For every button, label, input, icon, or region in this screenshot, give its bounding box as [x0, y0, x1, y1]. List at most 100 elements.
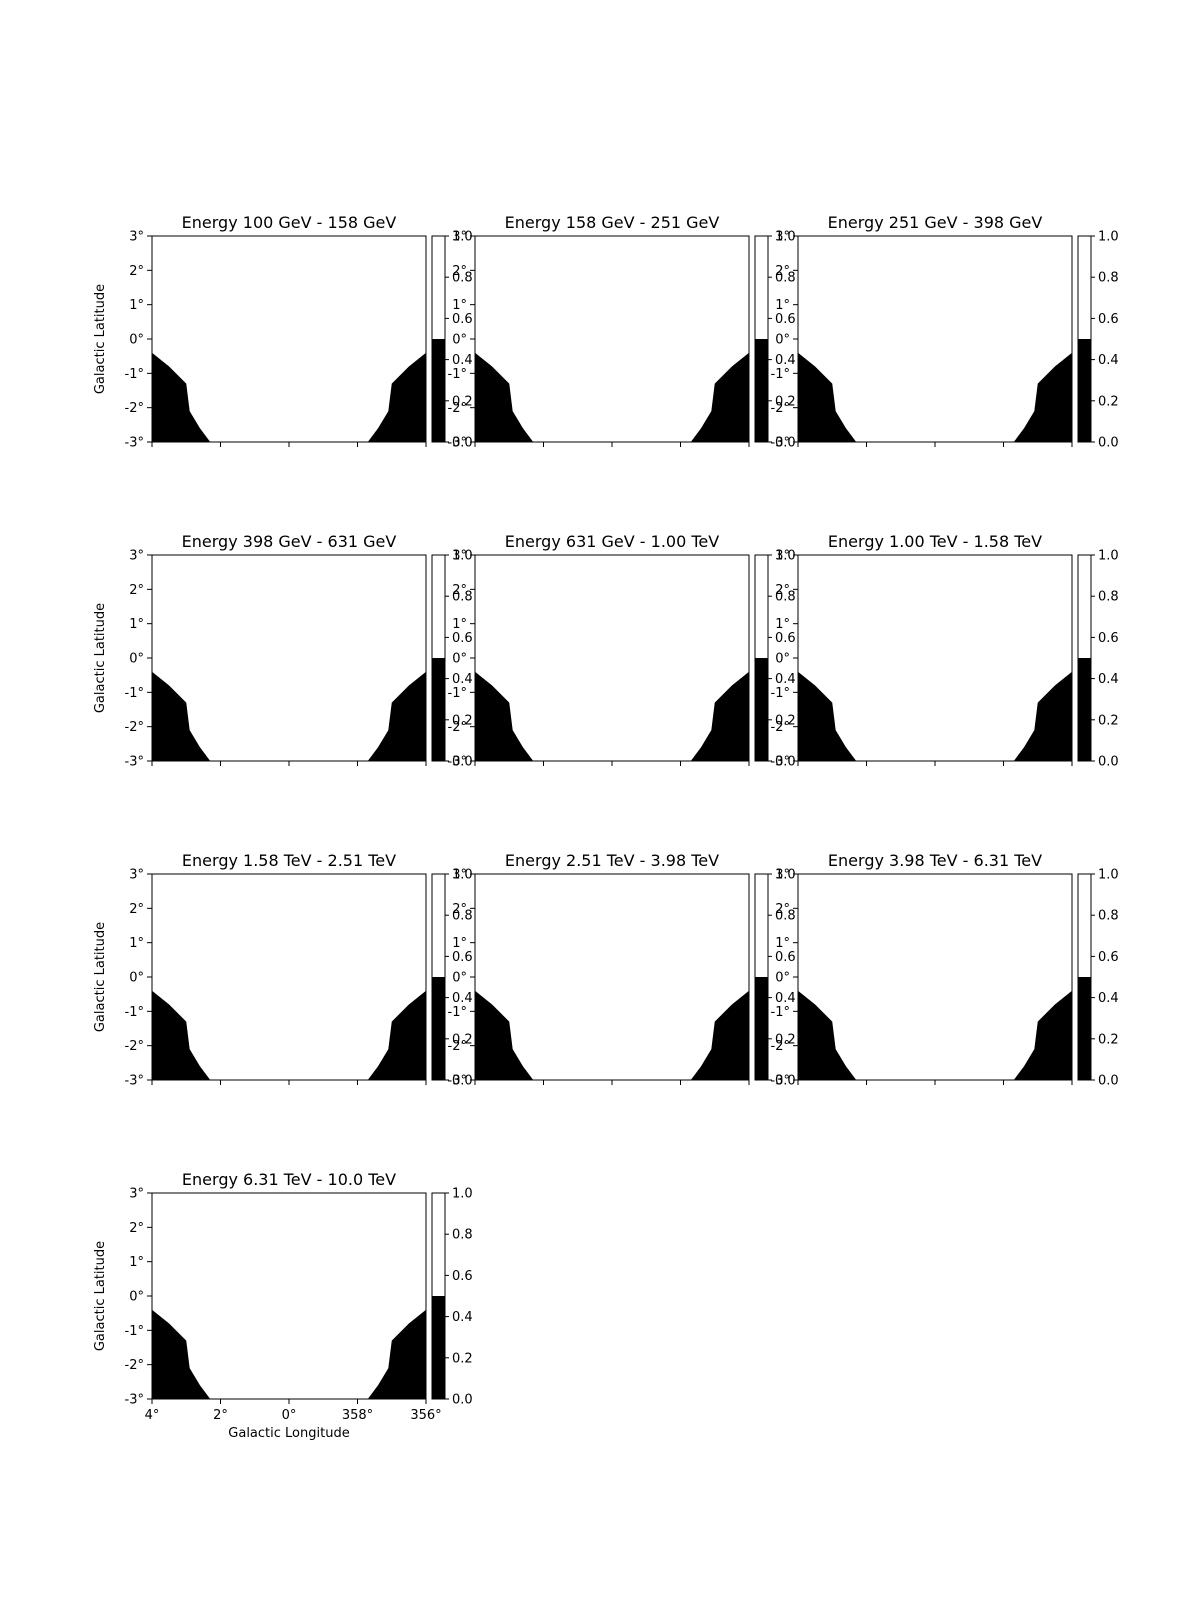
y-tick-label: 3°	[452, 230, 467, 245]
colorbar-tick-label: 1.0	[1098, 549, 1119, 564]
y-tick-label: 2°	[775, 264, 790, 279]
colorbar-tick-label: 1.0	[452, 549, 473, 564]
colorbar-tick-label: 0.6	[452, 1269, 473, 1284]
panel-title: Energy 398 GeV - 631 GeV	[182, 532, 397, 551]
panel-title: Energy 251 GeV - 398 GeV	[828, 213, 1043, 232]
colorbar-tick-label: 0.0	[775, 755, 796, 770]
x-tick-label: 4°	[145, 1408, 160, 1423]
y-tick-label: -2°	[448, 720, 467, 735]
colorbar-tick-label: 1.0	[775, 868, 796, 883]
y-tick-label: 3°	[452, 549, 467, 564]
colorbar-upper	[755, 236, 768, 339]
panel-title: Energy 6.31 TeV - 10.0 TeV	[182, 1170, 396, 1189]
colorbar-tick-label: 0.2	[452, 394, 473, 409]
panel-title: Energy 1.58 TeV - 2.51 TeV	[182, 851, 396, 870]
colorbar-tick-label: 0.6	[452, 631, 473, 646]
y-tick-label: 1°	[775, 936, 790, 951]
plot-area	[798, 555, 1072, 761]
colorbar-upper	[1078, 555, 1091, 658]
y-tick-label: -1°	[125, 686, 144, 701]
colorbar-tick-label: 0.2	[1098, 394, 1119, 409]
y-tick-label: -1°	[771, 1005, 790, 1020]
y-tick-label: 0°	[775, 333, 790, 348]
y-tick-label: 2°	[775, 583, 790, 598]
mask-region-left	[475, 671, 544, 761]
y-tick-label: 0°	[129, 333, 144, 348]
colorbar-lower	[432, 658, 445, 761]
colorbar-lower	[1078, 658, 1091, 761]
y-tick-label: -1°	[448, 367, 467, 382]
panel-title: Energy 631 GeV - 1.00 TeV	[505, 532, 719, 551]
y-tick-label: -3°	[771, 755, 790, 770]
y-tick-label: -1°	[448, 1005, 467, 1020]
mask-region-left	[475, 352, 544, 442]
colorbar-upper	[432, 555, 445, 658]
colorbar-tick-label: 0.4	[452, 1310, 473, 1325]
mask-region-right	[357, 1309, 426, 1399]
y-tick-label: 3°	[129, 1187, 144, 1202]
y-tick-label: 1°	[129, 298, 144, 313]
y-tick-label: -3°	[125, 1393, 144, 1408]
colorbar-tick-label: 0.0	[452, 755, 473, 770]
colorbar-frame	[1077, 554, 1092, 762]
panel-10: Energy 6.31 TeV - 10.0 TeV 3° 2° 1° 0° -1° -2°…	[93, 1170, 473, 1441]
colorbar-frame	[431, 235, 446, 443]
y-tick-label: 3°	[775, 549, 790, 564]
colorbar-tick-label: 1.0	[1098, 230, 1119, 245]
colorbar-upper	[432, 236, 445, 339]
colorbar-tick-label: 0.0	[452, 1393, 473, 1408]
y-tick-label: 0°	[452, 971, 467, 986]
y-axis-label: Galactic Latitude	[93, 603, 108, 713]
y-tick-label: -1°	[448, 686, 467, 701]
mask-region-right	[680, 352, 749, 442]
x-axis-label: Galactic Longitude	[228, 1426, 349, 1441]
panel-2: Energy 158 GeV - 251 GeV 3° 2° 1° 0° -1° -2° -3…	[448, 213, 796, 451]
colorbar-frame	[754, 873, 769, 1081]
y-tick-label: 3°	[452, 868, 467, 883]
colorbar-tick-label: 0.6	[452, 950, 473, 965]
y-tick-label: -3°	[448, 436, 467, 451]
y-tick-label: 0°	[129, 1290, 144, 1305]
colorbar-tick-label: 0.2	[775, 1032, 796, 1047]
mask-region-right	[1003, 352, 1072, 442]
colorbar-tick-label: 0.8	[452, 909, 473, 924]
colorbar-tick-label: 0.6	[775, 631, 796, 646]
plot-area	[152, 236, 426, 442]
colorbar-tick-label: 0.2	[1098, 713, 1119, 728]
plot-area	[152, 555, 426, 761]
colorbar-tick-label: 0.6	[1098, 312, 1119, 327]
colorbar-tick-label: 0.2	[775, 394, 796, 409]
y-tick-label: 2°	[129, 583, 144, 598]
colorbar-lower	[432, 977, 445, 1080]
colorbar-tick-label: 0.6	[775, 312, 796, 327]
y-tick-label: 1°	[775, 298, 790, 313]
mask-region-right	[357, 671, 426, 761]
colorbar-tick-label: 0.4	[452, 353, 473, 368]
y-tick-label: -3°	[448, 1074, 467, 1089]
y-tick-label: -3°	[771, 1074, 790, 1089]
y-tick-label: 0°	[129, 652, 144, 667]
mask-region-right	[357, 990, 426, 1080]
colorbar-tick-label: 0.4	[452, 672, 473, 687]
y-tick-label: -1°	[771, 686, 790, 701]
plot-area	[798, 874, 1072, 1080]
colorbar-tick-label: 0.8	[1098, 909, 1119, 924]
y-tick-label: -2°	[125, 720, 144, 735]
colorbar-tick-label: 1.0	[452, 868, 473, 883]
panel-title: Energy 2.51 TeV - 3.98 TeV	[505, 851, 719, 870]
colorbar-tick-label: 1.0	[775, 549, 796, 564]
colorbar-frame	[431, 554, 446, 762]
colorbar-frame	[754, 554, 769, 762]
plot-area	[152, 1193, 426, 1399]
colorbar-tick-label: 0.8	[1098, 590, 1119, 605]
y-tick-label: 3°	[129, 868, 144, 883]
colorbar-lower	[1078, 339, 1091, 442]
colorbar-tick-label: 1.0	[452, 230, 473, 245]
colorbar-upper	[1078, 236, 1091, 339]
y-tick-label: 3°	[129, 230, 144, 245]
y-tick-label: 0°	[452, 652, 467, 667]
y-tick-label: -1°	[125, 1005, 144, 1020]
mask-region-left	[798, 671, 867, 761]
panel-title: Energy 3.98 TeV - 6.31 TeV	[828, 851, 1042, 870]
y-tick-label: 2°	[452, 264, 467, 279]
